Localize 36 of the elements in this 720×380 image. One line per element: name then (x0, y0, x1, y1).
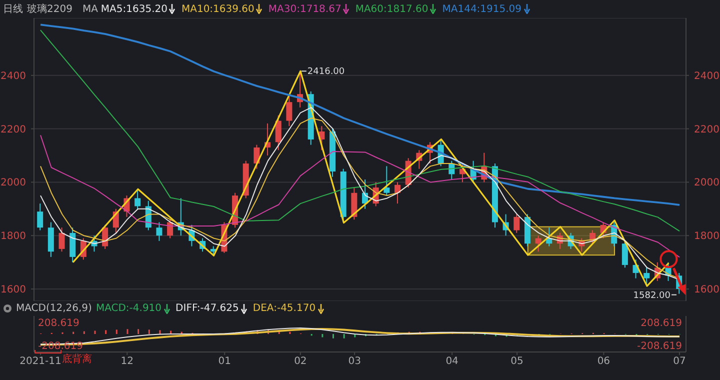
legend-label: MACD:-4.910 (96, 303, 162, 314)
x-tick-label: 06 (597, 356, 610, 368)
y2-tick-label: 2200 (694, 124, 720, 136)
annotation: 2416.00 (307, 67, 345, 78)
y2-tick-label: -208.619 (637, 340, 682, 352)
x-tick-label: 01 (218, 356, 231, 368)
legend-label: DIFF:-47.625 (176, 303, 239, 314)
y-tick-label: 2000 (0, 178, 26, 189)
x-tick-label: 07 (673, 356, 686, 368)
x-tick-label: 03 (348, 356, 361, 368)
legend-title: MA (82, 4, 98, 14)
chart-title: 日线 (3, 2, 23, 16)
legend-label: MA10:1639.60 (181, 4, 254, 14)
x-tick-label: 12 (120, 356, 134, 368)
y-tick-label: 2400 (0, 70, 26, 82)
y-tick-label: 2200 (0, 124, 26, 136)
y2-tick-label: 1800 (694, 231, 720, 242)
y2-tick-label: 1600 (694, 284, 720, 296)
chart-title: MACD(12,26,9) (16, 303, 92, 314)
y2-tick-label: 208.619 (640, 318, 682, 330)
x-tick-label: 04 (446, 356, 458, 368)
x-tick-label: 05 (510, 356, 524, 368)
legend-label: DEA:-45.170 (252, 303, 316, 314)
annotation: 1582.00 (633, 290, 671, 301)
y-tick-label: 1600 (0, 284, 26, 296)
y-tick-label: 1800 (0, 231, 26, 242)
y2-tick-label: 2400 (694, 70, 720, 82)
legend-label: MA5:1635.20 (100, 4, 168, 14)
y2-tick-label: 2000 (694, 178, 720, 189)
text: 底背离 (62, 352, 92, 366)
legend-label: MA60:1817.60 (355, 4, 428, 14)
x-tick-label: 2021-11 (20, 356, 62, 368)
chart-subtitle: 玻璃2209 (27, 2, 72, 16)
x-tick-label: 02 (294, 356, 307, 368)
legend-label: MA30:1718.67 (268, 4, 342, 14)
legend-label: MA144:1915.09 (442, 4, 522, 14)
